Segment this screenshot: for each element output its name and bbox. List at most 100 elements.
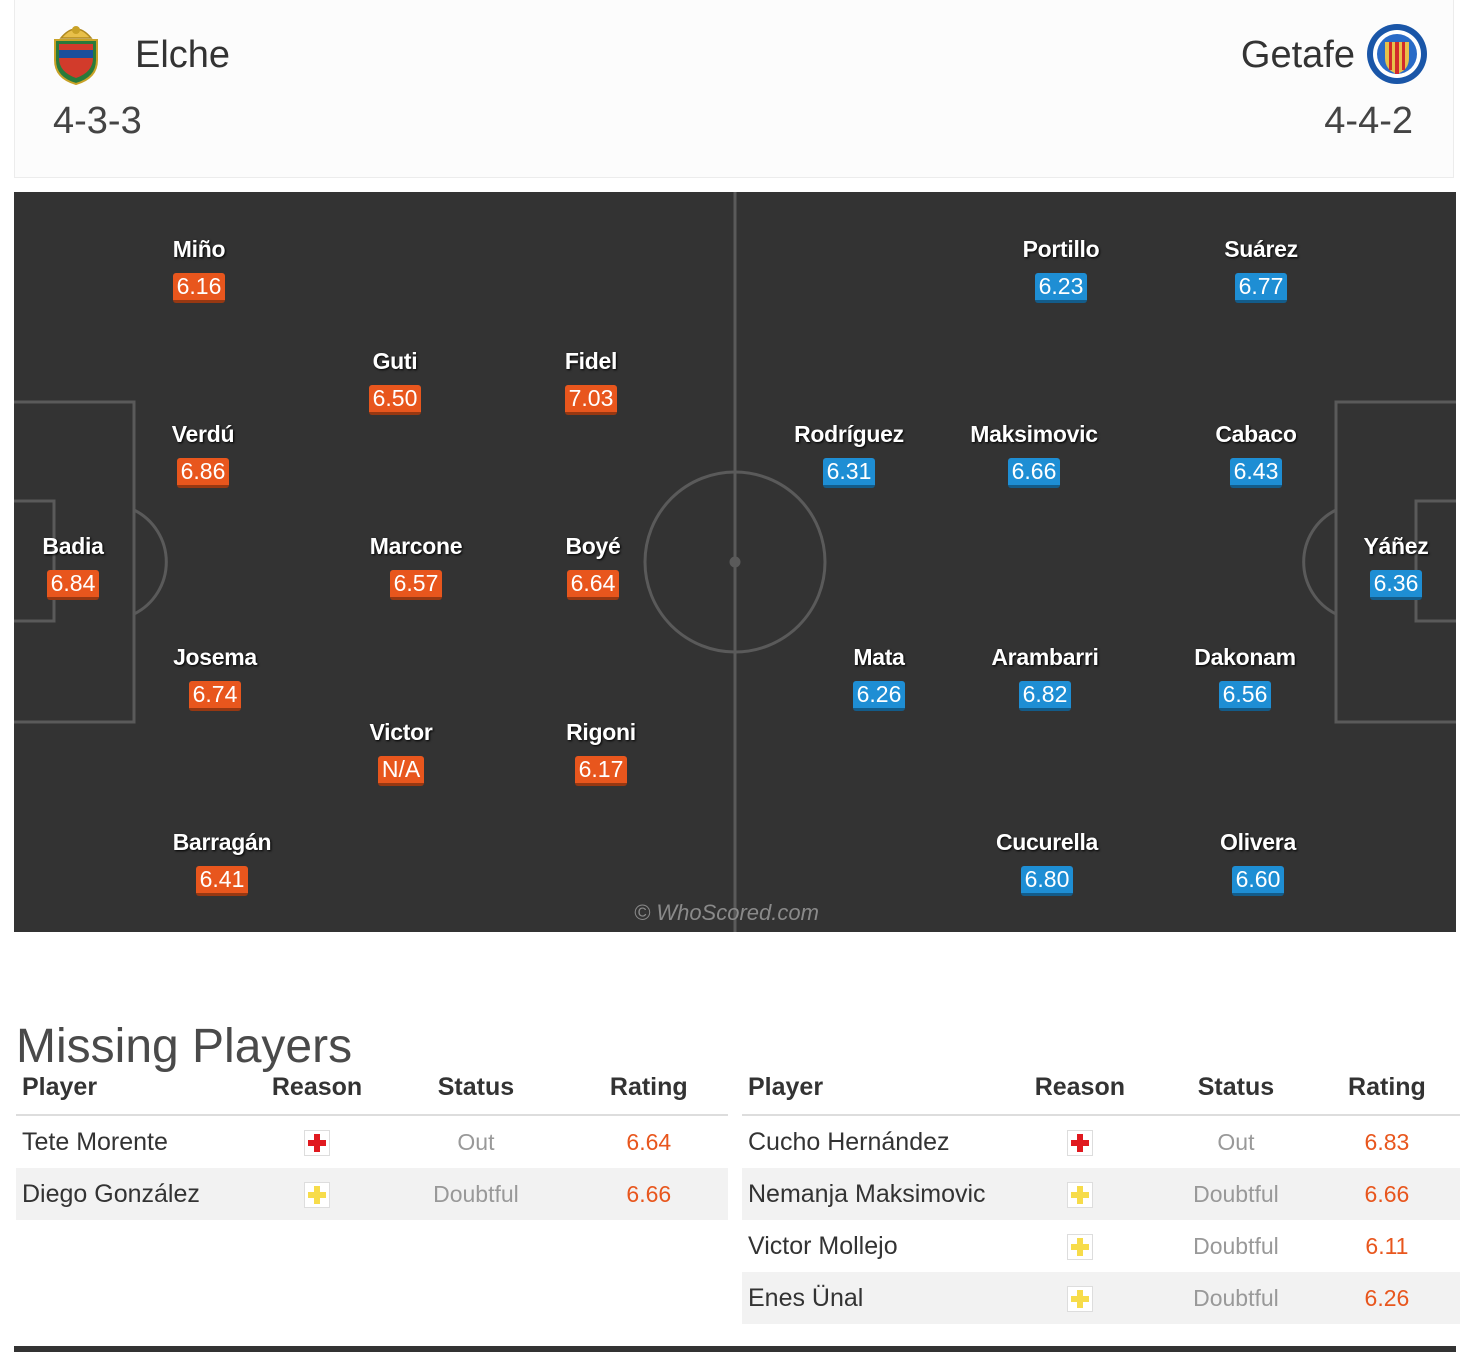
col-reason[interactable]: Reason xyxy=(1001,1060,1158,1116)
home-player-barragan[interactable]: Barragán 6.41 xyxy=(162,831,282,896)
home-player-badia[interactable]: Badia 6.84 xyxy=(18,535,128,600)
player-rating: 6.80 xyxy=(1020,866,1074,896)
reason-cell xyxy=(1001,1168,1158,1220)
status-cell: Doubtful xyxy=(382,1168,570,1220)
away-player-arambarri[interactable]: Arambarri 6.82 xyxy=(978,646,1112,711)
rating-cell: 6.66 xyxy=(1313,1168,1460,1220)
away-player-cucurella[interactable]: Cucurella 6.80 xyxy=(982,831,1112,896)
col-player[interactable]: Player xyxy=(16,1060,252,1116)
away-team-name[interactable]: Getafe xyxy=(1240,34,1355,76)
player-name: Dakonam xyxy=(1194,644,1296,670)
doubtful-icon[interactable] xyxy=(1066,1233,1093,1260)
player-name: Badia xyxy=(42,533,104,559)
player-name: Suárez xyxy=(1224,236,1298,262)
home-player-verdu[interactable]: Verdú 6.86 xyxy=(148,423,258,488)
doubtful-icon[interactable] xyxy=(1066,1285,1093,1312)
away-formation: 4-4-2 xyxy=(1324,100,1413,142)
col-rating[interactable]: Rating xyxy=(1313,1060,1460,1116)
player-name: Guti xyxy=(372,348,418,374)
home-player-guti[interactable]: Guti 6.50 xyxy=(340,350,450,415)
status-cell: Out xyxy=(1217,1128,1255,1155)
away-player-suarez[interactable]: Suárez 6.77 xyxy=(1206,238,1316,303)
home-player-josema[interactable]: Josema 6.74 xyxy=(160,646,270,711)
away-player-maksimovic[interactable]: Maksimovic 6.66 xyxy=(966,423,1102,488)
col-player[interactable]: Player xyxy=(742,1060,1002,1116)
player-cell[interactable]: Enes Ünal xyxy=(742,1272,1002,1324)
player-rating: 6.43 xyxy=(1229,458,1283,488)
player-name: Yáñez xyxy=(1363,533,1429,559)
player-rating: 6.84 xyxy=(46,570,100,600)
injury-icon[interactable] xyxy=(304,1129,331,1156)
player-name: Cabaco xyxy=(1215,421,1297,447)
player-cell[interactable]: Diego González xyxy=(16,1168,252,1220)
home-missing-table: Player Reason Status Rating Tete Morente… xyxy=(16,1060,728,1220)
player-name: Rigoni xyxy=(566,719,636,745)
col-rating[interactable]: Rating xyxy=(569,1060,728,1116)
status-cell: Doubtful xyxy=(1158,1272,1314,1324)
table-row: Victor Mollejo Doubtful 6.11 xyxy=(742,1220,1460,1272)
player-name: Rodríguez xyxy=(794,421,904,447)
player-rating: 6.16 xyxy=(172,273,226,303)
rating-cell: 6.66 xyxy=(569,1168,728,1220)
player-rating: 7.03 xyxy=(564,385,618,415)
rating-cell: 6.64 xyxy=(626,1128,672,1155)
player-cell[interactable]: Nemanja Maksimovic xyxy=(742,1168,1002,1220)
player-name: Fidel xyxy=(564,348,618,374)
away-player-rodriguez[interactable]: Rodríguez 6.31 xyxy=(786,423,912,488)
away-player-portillo[interactable]: Portillo 6.23 xyxy=(1006,238,1116,303)
player-rating: 6.31 xyxy=(822,458,876,488)
status-cell: Doubtful xyxy=(1158,1168,1314,1220)
elche-crest-icon[interactable] xyxy=(47,20,105,86)
reason-cell xyxy=(1001,1272,1158,1324)
col-status[interactable]: Status xyxy=(382,1060,570,1116)
reason-cell xyxy=(1002,1115,1158,1168)
player-name: Boyé xyxy=(565,533,621,559)
injury-icon[interactable] xyxy=(1066,1129,1093,1156)
player-name: Marcone xyxy=(369,533,463,559)
player-name: Cucurella xyxy=(995,829,1099,855)
reason-cell xyxy=(1002,1220,1158,1272)
table-row: Cucho Hernández Out 6.83 xyxy=(742,1115,1460,1168)
home-player-mino[interactable]: Miño 6.16 xyxy=(144,238,254,303)
player-rating: 6.64 xyxy=(566,570,620,600)
rating-cell: 6.11 xyxy=(1365,1232,1409,1259)
player-rating: 6.86 xyxy=(176,458,230,488)
player-rating: 6.57 xyxy=(389,570,443,600)
player-name: Olivera xyxy=(1220,829,1296,855)
player-rating: N/A xyxy=(377,756,425,786)
player-rating: 6.74 xyxy=(188,681,242,711)
player-name: Verdú xyxy=(171,421,235,447)
player-cell[interactable]: Cucho Hernández xyxy=(748,1127,950,1156)
home-player-victor[interactable]: Victor N/A xyxy=(346,721,456,786)
away-player-cabaco[interactable]: Cabaco 6.43 xyxy=(1201,423,1311,488)
table-header-row: Player Reason Status Rating xyxy=(16,1060,728,1116)
player-cell[interactable]: Victor Mollejo xyxy=(748,1231,898,1260)
player-cell[interactable]: Tete Morente xyxy=(22,1127,168,1156)
table-row: Diego González Doubtful 6.66 xyxy=(16,1168,728,1220)
col-reason[interactable]: Reason xyxy=(251,1060,383,1116)
home-player-marcone[interactable]: Marcone 6.57 xyxy=(356,535,476,600)
away-missing-table: Player Reason Status Rating Cucho Hernán… xyxy=(742,1060,1460,1324)
away-player-dakonam[interactable]: Dakonam 6.56 xyxy=(1180,646,1310,711)
col-status[interactable]: Status xyxy=(1158,1060,1314,1116)
away-player-mata[interactable]: Mata 6.26 xyxy=(824,646,934,711)
home-team-name[interactable]: Elche xyxy=(135,34,231,76)
watermark: © WhoScored.com xyxy=(634,900,819,925)
player-rating: 6.50 xyxy=(368,385,422,415)
rating-cell: 6.83 xyxy=(1364,1128,1410,1155)
home-player-boye[interactable]: Boyé 6.64 xyxy=(538,535,648,600)
pitch-lines xyxy=(14,192,1456,932)
table-row: Tete Morente Out 6.64 xyxy=(16,1115,728,1168)
doubtful-icon[interactable] xyxy=(1066,1181,1093,1208)
player-rating: 6.41 xyxy=(195,866,249,896)
reason-cell xyxy=(251,1168,383,1220)
doubtful-icon[interactable] xyxy=(304,1181,331,1208)
getafe-crest-icon[interactable] xyxy=(1365,22,1429,86)
player-name: Barragán xyxy=(172,829,272,855)
home-player-rigoni[interactable]: Rigoni 6.17 xyxy=(546,721,656,786)
match-header: Elche 4-3-3 Getafe 4-4-2 xyxy=(14,0,1454,178)
home-player-fidel[interactable]: Fidel 7.03 xyxy=(536,350,646,415)
away-player-olivera[interactable]: Olivera 6.60 xyxy=(1203,831,1313,896)
away-player-yanez[interactable]: Yáñez 6.36 xyxy=(1346,535,1446,600)
player-name: Mata xyxy=(853,644,905,670)
